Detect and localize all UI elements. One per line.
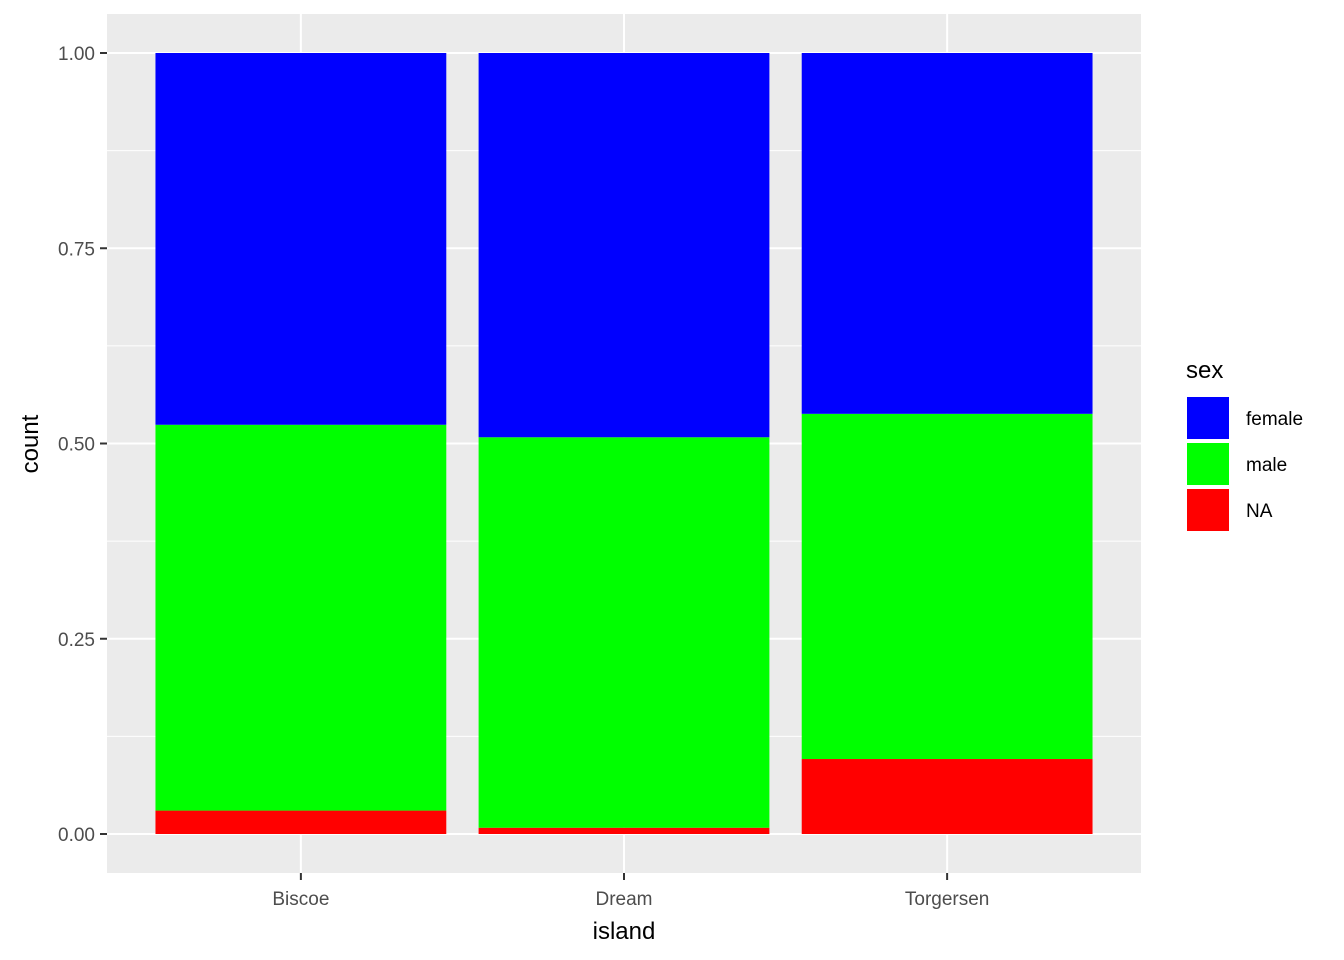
bar-torgersen-na: [801, 759, 1093, 834]
x-tick-label: Biscoe: [272, 889, 329, 910]
y-tick-label: 1.00: [58, 44, 95, 65]
legend: sex female male NA: [1186, 357, 1303, 531]
bar-biscoe-female: [155, 53, 447, 425]
legend-label-male: male: [1246, 455, 1287, 476]
y-tick-label: 0.75: [58, 239, 95, 260]
bar-dream-female: [478, 53, 770, 438]
bar-biscoe-na: [155, 810, 447, 834]
x-tick-label: Dream: [595, 889, 652, 910]
legend-label-na: NA: [1246, 501, 1273, 522]
y-tick-label: 0.50: [58, 435, 95, 456]
bar-dream-na: [478, 827, 770, 834]
x-axis: Biscoe Dream Torgersen: [272, 873, 989, 910]
y-tick-label: 0.25: [58, 630, 95, 651]
bars-group: [155, 53, 1093, 834]
y-axis: 0.00 0.25 0.50 0.75 1.00: [58, 44, 107, 846]
bar-dream-male: [478, 437, 770, 828]
y-tick-label: 0.00: [58, 825, 95, 846]
x-axis-title: island: [593, 918, 656, 945]
y-axis-title: count: [17, 414, 44, 473]
x-tick-label: Torgersen: [905, 889, 990, 910]
legend-title: sex: [1186, 357, 1223, 384]
legend-label-female: female: [1246, 409, 1303, 430]
legend-key-male: [1187, 443, 1229, 485]
bar-biscoe-male: [155, 424, 447, 811]
bar-torgersen-male: [801, 413, 1093, 760]
legend-key-na: [1187, 489, 1229, 531]
legend-key-female: [1187, 397, 1229, 439]
bar-torgersen-female: [801, 53, 1093, 414]
